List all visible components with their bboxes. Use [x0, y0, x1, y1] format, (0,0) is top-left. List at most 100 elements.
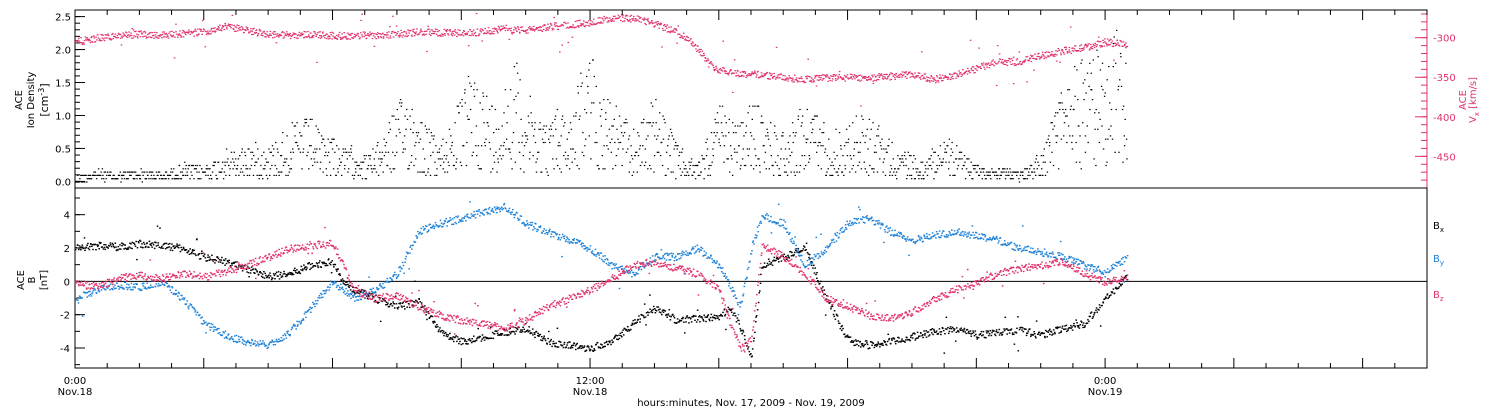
- vx-point: [281, 31, 284, 33]
- vx-point: [936, 76, 939, 78]
- density-point: [598, 168, 600, 170]
- vx-point: [1052, 54, 1054, 56]
- vx-point: [78, 40, 80, 42]
- density-point: [987, 174, 990, 176]
- density-point: [632, 171, 635, 173]
- density-point: [604, 168, 606, 170]
- density-point: [105, 178, 107, 180]
- density-point: [191, 164, 194, 167]
- density-point: [447, 161, 450, 163]
- Bx-point: [451, 337, 453, 339]
- vx-point: [289, 32, 291, 35]
- vx-point: [227, 23, 230, 25]
- Bx-point: [382, 298, 384, 300]
- Bx-point: [292, 273, 295, 276]
- vx-point: [703, 54, 705, 56]
- vx-point: [489, 30, 491, 32]
- vx-point: [510, 27, 512, 29]
- Bx-point: [1026, 332, 1029, 334]
- Bx-point: [505, 334, 507, 336]
- Bx-point: [457, 338, 460, 340]
- Bx-point: [953, 329, 955, 332]
- Bx-point: [823, 289, 826, 291]
- density-point: [1059, 108, 1061, 111]
- vx-point: [898, 74, 901, 76]
- density-point: [989, 171, 991, 173]
- density-point: [346, 158, 348, 160]
- vx-point: [812, 79, 814, 81]
- Bx-point: [393, 307, 396, 309]
- Bx-point: [207, 254, 209, 256]
- vx-point: [324, 34, 327, 36]
- density-point: [878, 125, 880, 127]
- vx-point: [359, 32, 362, 34]
- density-point: [847, 141, 849, 144]
- density-point: [1084, 135, 1087, 137]
- Bx-point: [305, 269, 308, 271]
- Bx-point: [871, 341, 874, 344]
- Bx-point: [1008, 332, 1011, 334]
- Bx-point: [959, 329, 962, 331]
- density-point: [920, 161, 922, 163]
- vx-point: [122, 35, 125, 37]
- Bx-point: [344, 284, 347, 286]
- Bx-point: [932, 333, 934, 336]
- vx-point: [388, 31, 390, 33]
- vx-point: [1073, 50, 1075, 52]
- vx-point: [919, 76, 922, 78]
- density-point: [876, 171, 879, 173]
- density-point: [730, 155, 733, 157]
- vx-point: [627, 20, 629, 22]
- vx-point: [482, 30, 484, 32]
- vx-point: [1113, 59, 1115, 61]
- vx-point: [1016, 58, 1019, 60]
- Bx-point: [942, 330, 945, 332]
- vx-point: [503, 27, 506, 29]
- density-point: [813, 115, 816, 117]
- Bx-point: [518, 326, 520, 329]
- Bx-point: [469, 340, 472, 342]
- Bx-point: [872, 342, 875, 345]
- Bx-point: [982, 334, 984, 336]
- Bx-point: [943, 352, 946, 354]
- vx-point: [808, 75, 810, 77]
- vx-point: [909, 71, 911, 73]
- density-point: [433, 135, 435, 137]
- density-point: [836, 155, 838, 157]
- vx-point: [443, 28, 446, 30]
- vx-point: [776, 75, 779, 77]
- vx-point: [731, 73, 733, 75]
- Bx-point: [96, 245, 99, 248]
- vx-point: [297, 34, 300, 36]
- left-tick-label: -4: [60, 344, 70, 355]
- vx-point: [884, 77, 886, 79]
- density-point: [560, 171, 562, 173]
- vx-point: [945, 76, 948, 78]
- density-point: [823, 122, 825, 124]
- vx-point: [509, 28, 511, 30]
- vx-point: [804, 81, 807, 84]
- Bx-point: [139, 239, 141, 242]
- Bx-point: [651, 309, 653, 312]
- density-point: [934, 151, 936, 153]
- Bx-point: [533, 332, 535, 334]
- density-point: [173, 168, 175, 170]
- density-point: [353, 174, 356, 176]
- vx-point: [941, 80, 943, 82]
- density-point: [662, 138, 665, 140]
- density-point: [772, 164, 774, 167]
- vx-point: [384, 34, 386, 36]
- density-point: [186, 171, 188, 173]
- vx-point: [1005, 61, 1008, 63]
- vx-point: [510, 30, 512, 32]
- vx-point: [775, 46, 778, 48]
- vx-point: [1112, 45, 1115, 48]
- vx-point: [98, 39, 101, 42]
- Bx-point: [401, 306, 403, 308]
- Bx-point: [288, 273, 290, 275]
- vx-point: [706, 60, 708, 62]
- density-point: [516, 62, 518, 64]
- density-point: [788, 161, 790, 163]
- vx-point: [890, 72, 892, 74]
- density-point: [939, 158, 941, 160]
